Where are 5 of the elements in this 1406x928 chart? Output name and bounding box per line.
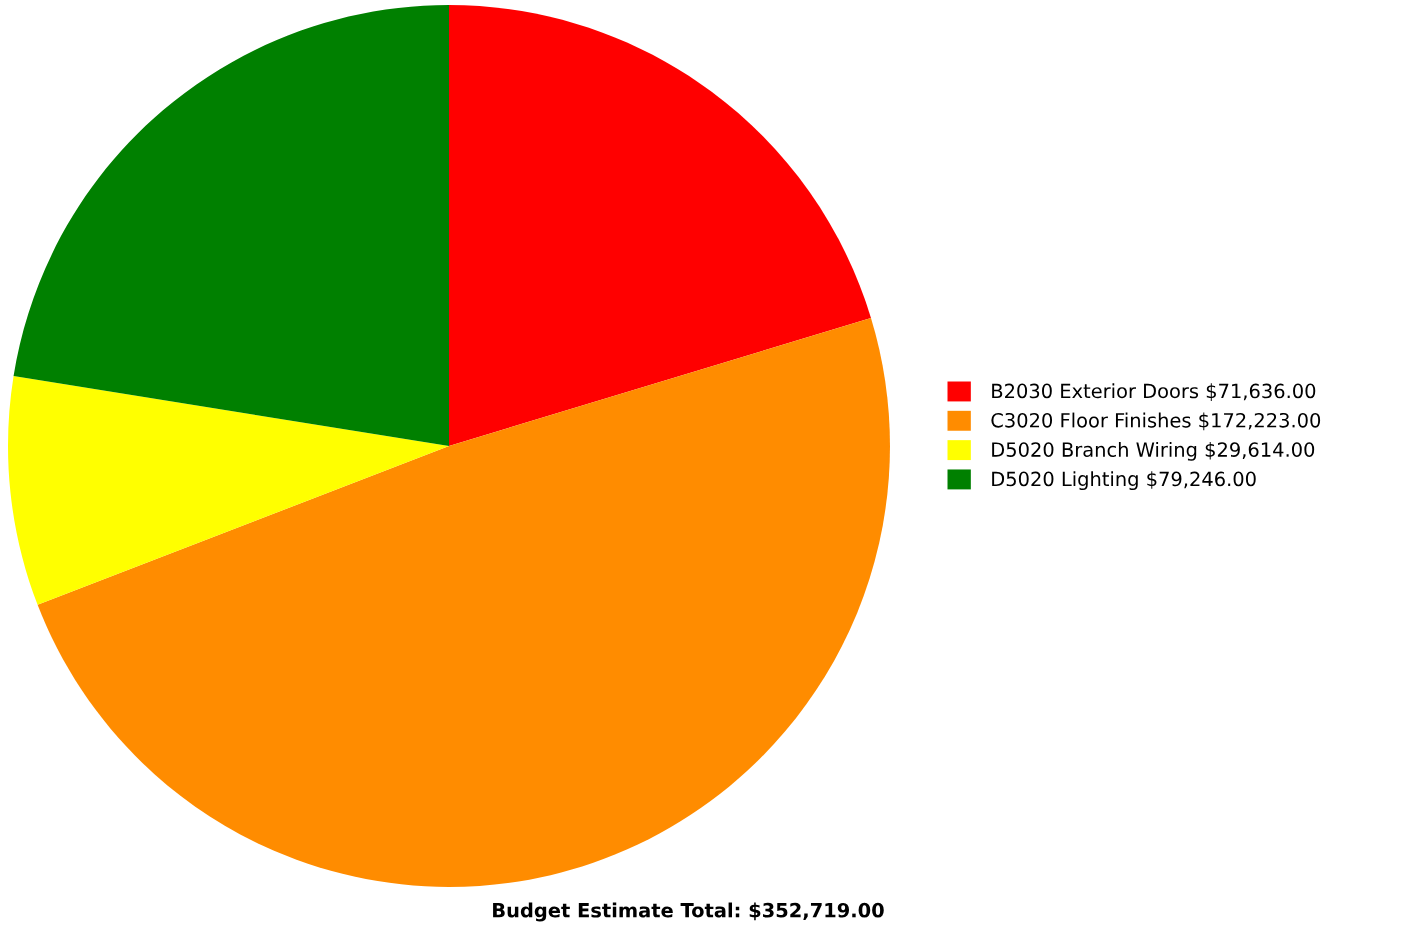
legend-label: B2030 Exterior Doors $71,636.00 [992, 383, 1316, 401]
text: Budget Estimate Total: $352,719.00 [493, 902, 884, 922]
legend-label: C3020 Floor Finishes $172,223.00 [991, 412, 1321, 431]
legend-label: D5020 Lighting $79,246.00 [992, 471, 1256, 491]
legend-label: D5020 Branch Wiring $29,614.00 [992, 441, 1315, 461]
